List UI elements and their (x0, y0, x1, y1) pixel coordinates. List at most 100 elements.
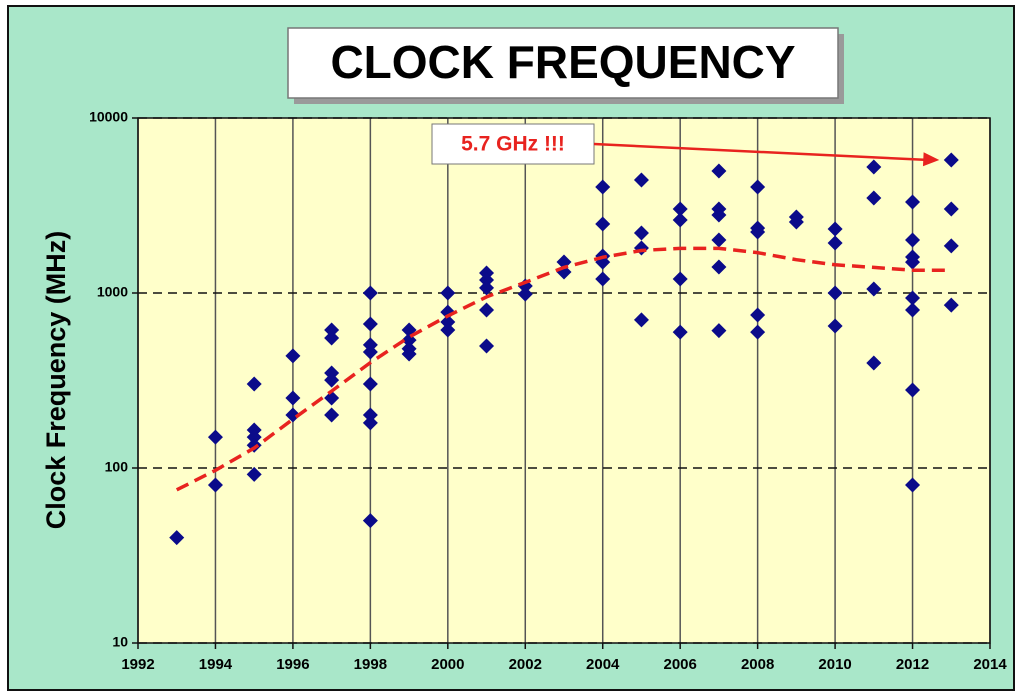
chart-title: CLOCK FREQUENCY (330, 36, 795, 88)
data-point (672, 271, 688, 287)
data-point (207, 477, 223, 493)
data-point (943, 238, 959, 254)
data-point (246, 429, 262, 445)
data-point (362, 316, 378, 332)
data-point (905, 477, 921, 493)
y-tick-label: 100 (105, 459, 129, 475)
data-point (827, 318, 843, 334)
data-point (633, 312, 649, 328)
data-point (750, 224, 766, 240)
data-point (866, 281, 882, 297)
data-point (672, 212, 688, 228)
y-tick-label: 10 (112, 634, 128, 650)
data-point (633, 172, 649, 188)
data-point (943, 201, 959, 217)
data-point (285, 390, 301, 406)
data-point (827, 221, 843, 237)
data-point (711, 323, 727, 339)
data-point (711, 207, 727, 223)
data-point (595, 271, 611, 287)
data-point (324, 372, 340, 388)
data-point (943, 297, 959, 313)
y-tick-label: 1000 (97, 284, 128, 300)
x-tick-label: 2010 (818, 656, 851, 673)
plot-border (137, 117, 991, 644)
data-point (672, 324, 688, 340)
data-point (750, 324, 766, 340)
data-point (633, 225, 649, 241)
data-point (866, 159, 882, 175)
data-point (479, 302, 495, 318)
data-point (866, 190, 882, 206)
data-point (362, 285, 378, 301)
data-point (905, 232, 921, 248)
x-tick-label: 1996 (276, 656, 309, 673)
data-point (905, 382, 921, 398)
data-point (866, 355, 882, 371)
data-point (479, 280, 495, 296)
data-point (207, 429, 223, 445)
x-tick-label: 1998 (354, 656, 387, 673)
annotation-box (431, 123, 595, 165)
x-tick-label: 2014 (973, 656, 1007, 673)
data-point (169, 530, 185, 546)
x-tick-label: 2004 (586, 656, 620, 673)
data-point (440, 314, 456, 330)
x-tick-label: 1994 (199, 656, 233, 673)
annotation-text: 5.7 GHz !!! (461, 133, 565, 156)
data-point (440, 285, 456, 301)
x-tick-label: 1992 (121, 656, 154, 673)
annotation-arrow (593, 142, 930, 162)
data-point (827, 235, 843, 251)
x-tick-label: 2000 (431, 656, 464, 673)
data-point (479, 338, 495, 354)
data-point (324, 330, 340, 346)
x-tick-label: 2006 (663, 656, 696, 673)
trend-line (175, 246, 952, 492)
data-point (905, 302, 921, 318)
data-point (246, 376, 262, 392)
data-point (595, 179, 611, 195)
data-point (672, 201, 688, 217)
annotation-layer: 5.7 GHz !!! (431, 123, 940, 167)
data-point (750, 307, 766, 323)
title-box (287, 27, 839, 99)
data-point (324, 322, 340, 338)
data-point (905, 194, 921, 210)
marks (169, 152, 959, 546)
x-tick-label: 2002 (509, 656, 542, 673)
data-point (362, 344, 378, 360)
annotation-arrowhead (922, 152, 940, 167)
data-point (362, 407, 378, 423)
data-point (324, 390, 340, 406)
data-point (905, 254, 921, 270)
y-axis-label: Clock Frequency (MHz) (41, 231, 71, 530)
data-point (905, 290, 921, 306)
data-point (362, 376, 378, 392)
data-point (401, 346, 417, 362)
data-point (750, 179, 766, 195)
data-point (324, 407, 340, 423)
data-point (827, 285, 843, 301)
data-point (943, 152, 959, 168)
y-tick-label: 10000 (89, 109, 128, 125)
plot-area (138, 118, 990, 643)
data-point (440, 322, 456, 338)
data-point (711, 232, 727, 248)
data-point (285, 407, 301, 423)
data-point (362, 415, 378, 431)
ticks: 1992 1994 1996 1998 2000 2002 2004 2006 2008 2010… (89, 109, 1007, 673)
data-point (711, 259, 727, 275)
x-tick-label: 2012 (896, 656, 929, 673)
x-tick-label: 2008 (741, 656, 774, 673)
data-point (711, 163, 727, 179)
data-point (285, 348, 301, 364)
data-point (595, 216, 611, 232)
data-point (517, 286, 533, 302)
data-point (595, 254, 611, 270)
data-point (246, 466, 262, 482)
data-point (788, 214, 804, 230)
data-point (362, 513, 378, 529)
data-point (479, 272, 495, 288)
